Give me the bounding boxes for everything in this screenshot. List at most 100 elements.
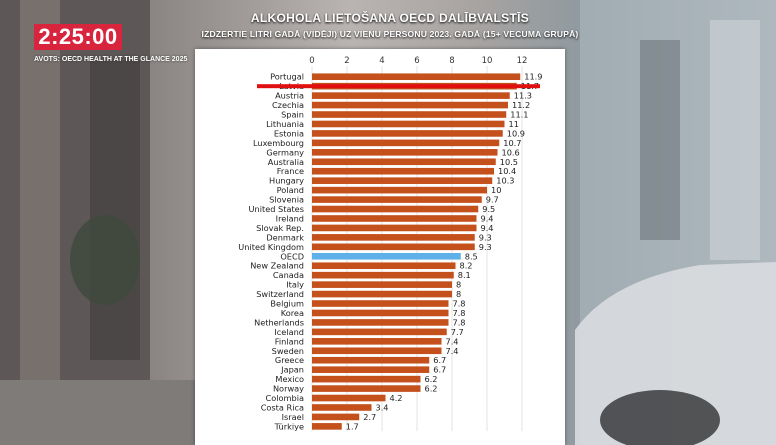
bar bbox=[312, 423, 342, 430]
bar bbox=[312, 309, 449, 317]
value-label: 11.3 bbox=[514, 91, 532, 101]
category-label: Iceland bbox=[274, 327, 304, 337]
source-caption: AVOTS: OECD HEALTH AT THE GLANCE 2025 bbox=[34, 56, 188, 63]
bar bbox=[312, 186, 487, 194]
category-label: Estonia bbox=[274, 128, 304, 138]
chart-panel: 024681012Portugal11.9Latvia11.7Austria11… bbox=[195, 49, 565, 445]
value-label: 10.7 bbox=[503, 138, 521, 148]
x-tick-label: 10 bbox=[482, 56, 493, 66]
category-label: New Zealand bbox=[250, 261, 304, 271]
value-label: 9.5 bbox=[482, 204, 495, 214]
value-label: 8 bbox=[456, 280, 461, 290]
value-label: 7.8 bbox=[453, 299, 466, 309]
value-label: 6.7 bbox=[433, 365, 446, 375]
bar bbox=[312, 347, 442, 355]
bar bbox=[312, 338, 442, 345]
value-label: 6.7 bbox=[433, 355, 446, 365]
x-tick-label: 12 bbox=[517, 56, 528, 66]
value-label: 7.4 bbox=[446, 346, 459, 356]
category-label: France bbox=[277, 166, 304, 176]
bar bbox=[312, 262, 456, 270]
category-label: Greece bbox=[275, 355, 304, 365]
category-label: Switzerland bbox=[256, 289, 304, 299]
category-label: Czechia bbox=[272, 100, 304, 110]
category-label: Denmark bbox=[266, 232, 304, 242]
bar bbox=[312, 224, 477, 232]
bar bbox=[312, 375, 421, 383]
value-label: 8 bbox=[456, 289, 461, 299]
value-label: 8.1 bbox=[458, 270, 471, 280]
value-label: 10.6 bbox=[502, 147, 520, 157]
bar bbox=[312, 394, 386, 402]
value-label: 10.5 bbox=[500, 157, 518, 167]
x-tick-label: 0 bbox=[309, 56, 314, 66]
value-label: 11.9 bbox=[524, 72, 542, 82]
value-label: 9.3 bbox=[479, 232, 492, 242]
bar bbox=[312, 413, 360, 421]
category-label: Korea bbox=[281, 308, 304, 318]
chart-title: ALKOHOLA LIETOŠANA OECD DALĪBVALSTĪS bbox=[250, 11, 530, 25]
bar bbox=[312, 73, 521, 81]
category-label: Germany bbox=[266, 147, 304, 157]
value-label: 9.7 bbox=[486, 195, 499, 205]
value-label: 10.4 bbox=[498, 166, 516, 176]
category-label: Luxembourg bbox=[253, 138, 304, 148]
value-label: 8.5 bbox=[465, 251, 478, 261]
category-label: Israel bbox=[282, 412, 304, 422]
value-label: 11 bbox=[509, 119, 519, 129]
value-label: 9.3 bbox=[479, 242, 492, 252]
category-label: Canada bbox=[273, 270, 304, 280]
category-label: Hungary bbox=[269, 176, 304, 186]
bar bbox=[312, 366, 430, 373]
clock-display: 2:25:00 bbox=[34, 24, 122, 50]
category-label: United Kingdom bbox=[238, 242, 304, 252]
category-label: Slovak Rep. bbox=[256, 223, 304, 233]
x-tick-label: 8 bbox=[449, 56, 454, 66]
bar bbox=[312, 205, 479, 213]
bar bbox=[312, 328, 447, 336]
chart-subtitle: IZDZERTIE LITRI GADĀ (VIDĒJI) UZ VIENU P… bbox=[201, 29, 579, 39]
value-label: 7.4 bbox=[446, 336, 459, 346]
latvia-highlight-line bbox=[257, 84, 540, 89]
value-label: 4.2 bbox=[390, 393, 403, 403]
category-label: United States bbox=[249, 204, 304, 214]
category-label: Japan bbox=[280, 365, 304, 375]
category-label: Costa Rica bbox=[261, 402, 304, 412]
value-label: 9.4 bbox=[481, 223, 494, 233]
bar bbox=[312, 139, 500, 147]
value-label: 7.8 bbox=[453, 317, 466, 327]
bar bbox=[312, 215, 477, 222]
value-label: 1.7 bbox=[346, 421, 359, 431]
category-label: OECD bbox=[280, 251, 304, 261]
bar bbox=[312, 234, 475, 241]
value-label: 11.2 bbox=[512, 100, 530, 110]
category-label: Portugal bbox=[270, 72, 304, 82]
category-label: Italy bbox=[286, 280, 304, 290]
category-label: Finland bbox=[275, 336, 304, 346]
category-label: Lithuania bbox=[266, 119, 304, 129]
bar bbox=[312, 92, 510, 99]
value-label: 10 bbox=[491, 185, 501, 195]
bar bbox=[312, 356, 430, 364]
bar bbox=[312, 300, 449, 307]
x-tick-label: 6 bbox=[414, 56, 419, 66]
category-label: Colombia bbox=[266, 393, 304, 403]
bar bbox=[312, 149, 498, 156]
bar bbox=[312, 319, 449, 326]
category-label: Norway bbox=[273, 384, 304, 394]
category-label: Australia bbox=[268, 157, 304, 167]
bar bbox=[312, 290, 452, 298]
category-label: Türkiye bbox=[274, 421, 304, 431]
value-label: 7.8 bbox=[453, 308, 466, 318]
bar bbox=[312, 130, 503, 137]
bar bbox=[312, 243, 475, 251]
x-tick-label: 2 bbox=[344, 56, 349, 66]
category-label: Slovenia bbox=[269, 195, 304, 205]
bar bbox=[312, 271, 454, 279]
value-label: 2.7 bbox=[363, 412, 376, 422]
bar bbox=[312, 167, 494, 175]
value-label: 6.2 bbox=[425, 374, 438, 384]
category-label: Mexico bbox=[275, 374, 304, 384]
value-label: 11.1 bbox=[510, 110, 528, 120]
